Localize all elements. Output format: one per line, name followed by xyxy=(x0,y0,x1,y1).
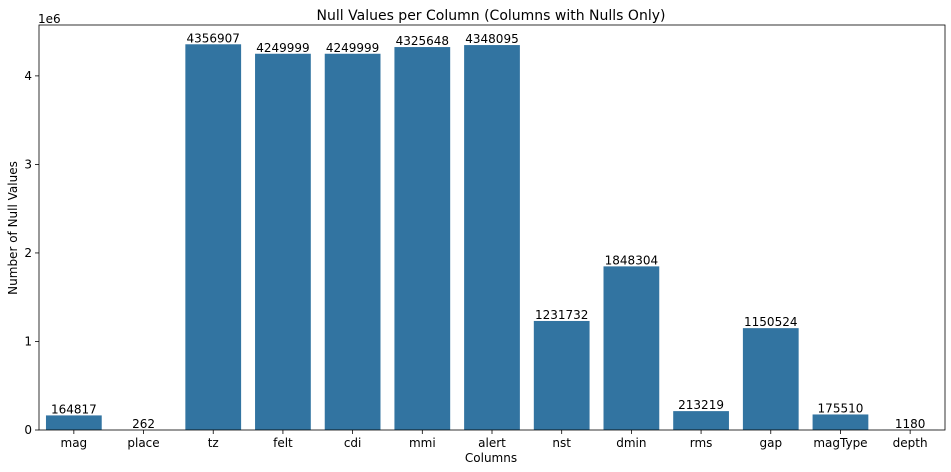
value-label-mmi: 4325648 xyxy=(396,34,449,48)
x-tick-label-nst: nst xyxy=(552,436,571,450)
value-label-gap: 1150524 xyxy=(744,315,797,329)
x-tick-label-gap: gap xyxy=(759,436,782,450)
y-tick-label-1: 1 xyxy=(24,334,32,348)
x-ticks-group: mag place tz felt cdi mmi alert nst dmin rms gap ma… xyxy=(61,430,928,450)
bar-cdi xyxy=(324,53,381,430)
bar-mag xyxy=(45,415,102,430)
bar-rms xyxy=(673,411,729,430)
x-tick-label-dmin: dmin xyxy=(616,436,646,450)
value-label-cdi: 4249999 xyxy=(326,41,379,55)
x-tick-label-depth: depth xyxy=(893,436,928,450)
x-tick-label-magType: magType xyxy=(813,436,867,450)
bar-alert xyxy=(464,45,520,431)
value-label-alert: 4348095 xyxy=(465,32,518,46)
value-label-nst: 1231732 xyxy=(535,308,588,322)
bar-gap xyxy=(742,328,799,430)
value-label-place: 262 xyxy=(132,417,155,431)
plot-frame xyxy=(38,24,946,431)
value-label-dmin: 1848304 xyxy=(605,253,658,267)
x-tick-label-mmi: mmi xyxy=(409,436,436,450)
y-tick-label-4: 4 xyxy=(24,69,32,83)
y-tick-label-2: 2 xyxy=(24,246,32,260)
value-label-depth: 1180 xyxy=(895,417,926,431)
x-tick-label-tz: tz xyxy=(208,436,219,450)
bar-mmi xyxy=(394,47,451,430)
bar-nst xyxy=(533,320,590,430)
x-tick-label-alert: alert xyxy=(478,436,506,450)
bar-dmin xyxy=(603,266,660,430)
y-tick-label-3: 3 xyxy=(24,157,32,171)
y-axis-label: Number of Null Values xyxy=(6,161,20,295)
x-tick-label-place: place xyxy=(127,436,159,450)
value-labels-group: 164817 262 4356907 4249999 4249999 4325648 434… xyxy=(51,31,925,431)
value-label-magType: 175510 xyxy=(818,401,864,415)
value-label-rms: 213219 xyxy=(678,398,724,412)
chart-title: Null Values per Column (Columns with Nul… xyxy=(317,8,666,24)
x-tick-label-felt: felt xyxy=(273,436,293,450)
bar-felt xyxy=(255,53,311,430)
y-tick-label-0: 0 xyxy=(24,423,32,437)
bar-magType xyxy=(812,414,869,430)
bar-tz xyxy=(185,44,242,431)
y-axis-offset-label: 1e6 xyxy=(38,12,61,26)
value-label-mag: 164817 xyxy=(51,402,97,416)
x-tick-label-mag: mag xyxy=(61,436,88,450)
bars-group xyxy=(45,44,939,431)
value-label-felt: 4249999 xyxy=(256,41,309,55)
x-tick-label-rms: rms xyxy=(690,436,713,450)
value-label-tz: 4356907 xyxy=(187,31,240,45)
y-ticks-group: 0 1 2 3 4 xyxy=(24,69,39,437)
x-tick-label-cdi: cdi xyxy=(344,436,362,450)
x-axis-label: Columns xyxy=(465,451,517,465)
